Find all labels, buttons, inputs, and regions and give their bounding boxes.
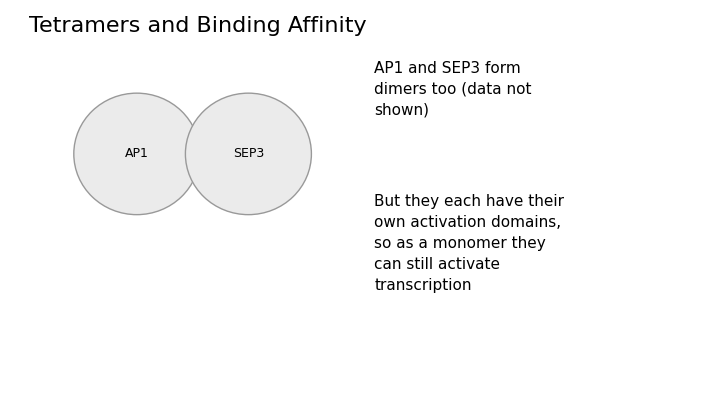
Text: Tetramers and Binding Affinity: Tetramers and Binding Affinity xyxy=(29,16,366,36)
Ellipse shape xyxy=(74,93,200,215)
Text: But they each have their
own activation domains,
so as a monomer they
can still : But they each have their own activation … xyxy=(374,194,564,293)
Ellipse shape xyxy=(185,93,311,215)
Text: AP1: AP1 xyxy=(125,147,149,160)
Text: SEP3: SEP3 xyxy=(233,147,264,160)
Text: AP1 and SEP3 form
dimers too (data not
shown): AP1 and SEP3 form dimers too (data not s… xyxy=(374,61,532,118)
